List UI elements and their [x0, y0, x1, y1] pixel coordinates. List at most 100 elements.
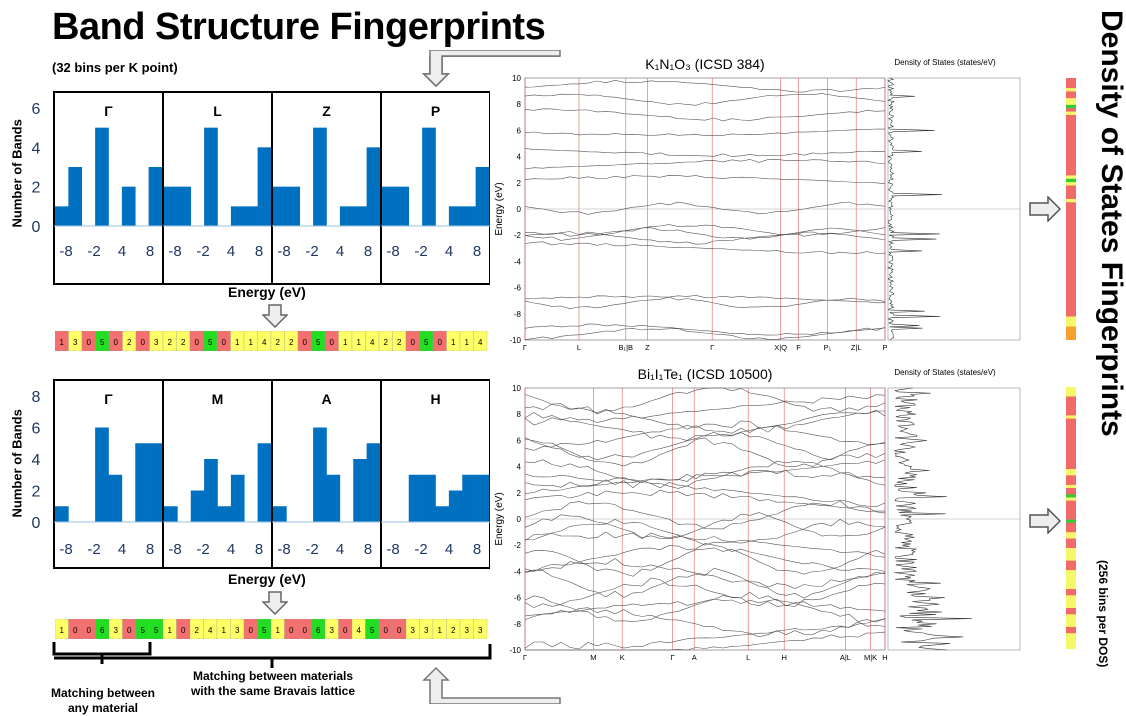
- fingerprint-cell: [473, 619, 488, 639]
- y-tick-label: 2: [32, 484, 41, 501]
- x-tick-label: -8: [59, 541, 72, 558]
- kpoint-box: [380, 91, 490, 285]
- kpoint-label: P: [431, 103, 440, 119]
- fingerprint-value: 4: [478, 338, 483, 347]
- dos-fingerprint-cell: [1066, 418, 1076, 470]
- fingerprint-value: 0: [181, 626, 186, 635]
- band-curve: [524, 174, 886, 185]
- dos-fingerprint-cell: [1066, 185, 1076, 200]
- histogram-bar: [448, 206, 463, 226]
- fingerprint-value: 3: [114, 626, 119, 635]
- band-curve: [524, 500, 886, 530]
- fingerprint-value: 4: [357, 626, 362, 635]
- histogram-bar: [108, 474, 123, 522]
- dos-fingerprint-cell: [1066, 91, 1076, 99]
- dos-fingerprint-cell: [1066, 104, 1076, 109]
- dos-fingerprint-cell: [1066, 387, 1076, 397]
- band-curve: [524, 323, 886, 336]
- dos-fingerprint-cell: [1066, 78, 1076, 89]
- fingerprint-value: 1: [60, 626, 65, 635]
- kpath-label: Γ: [523, 343, 527, 352]
- histogram-bar: [475, 474, 490, 522]
- histogram-bar: [353, 459, 367, 522]
- dos-fingerprint-cell: [1066, 595, 1076, 609]
- band-y-tick: -4: [514, 257, 522, 266]
- fingerprint-value: 0: [87, 338, 92, 347]
- x-tick-label: -2: [414, 243, 427, 260]
- kpath-label: P: [882, 343, 887, 352]
- kpath-label: L: [746, 653, 750, 662]
- band-ylabel: Energy (eV): [494, 492, 505, 545]
- histogram-bar: [257, 147, 272, 226]
- fingerprint-value: 1: [343, 338, 348, 347]
- histogram-bar: [177, 186, 192, 226]
- fingerprint-value: 0: [411, 338, 416, 347]
- band-curve: [525, 224, 886, 237]
- fingerprint-value: 3: [411, 626, 416, 635]
- down-arrow-icon: [262, 304, 288, 328]
- fingerprint-value: 1: [438, 626, 443, 635]
- fingerprint-value: 2: [384, 338, 389, 347]
- kpoint-label: H: [430, 391, 440, 407]
- histogram-bar: [462, 474, 476, 522]
- fingerprint-value: 1: [168, 626, 173, 635]
- histogram-bar: [95, 127, 109, 226]
- band-curve: [524, 607, 886, 638]
- histogram-bar: [55, 506, 69, 522]
- band-plot-title: K₁N₁O₃ (ICSD 384): [645, 56, 764, 72]
- dos-fingerprint-cell: [1066, 475, 1076, 486]
- dos-fingerprint-strip-1: [1066, 78, 1076, 340]
- fingerprint-value: 0: [249, 626, 254, 635]
- band-curve: [524, 621, 886, 650]
- band-y-tick: -2: [514, 231, 522, 240]
- fingerprint-value: 5: [141, 626, 146, 635]
- kpath-label: Z|L: [851, 343, 862, 352]
- x-tick-label: -2: [87, 541, 100, 558]
- kpath-label: Γ: [671, 653, 675, 662]
- kpath-label: Γ: [710, 343, 714, 352]
- x-tick-label: -2: [196, 243, 209, 260]
- page-subtitle: (32 bins per K point): [52, 60, 178, 75]
- band-curve: [524, 231, 886, 245]
- histogram-bar: [68, 167, 83, 226]
- band-curve: [524, 431, 886, 461]
- dos-fingerprint-cell: [1066, 198, 1076, 203]
- dos-fingerprint-cell: [1066, 484, 1076, 489]
- x-tick-label: 8: [364, 243, 372, 260]
- fingerprint-value: 1: [235, 338, 240, 347]
- fingerprint-value: 1: [276, 626, 281, 635]
- fingerprint-value: 0: [87, 626, 92, 635]
- histogram-bar: [95, 427, 109, 522]
- fingerprint-value: 6: [100, 626, 105, 635]
- histogram-bar: [326, 474, 341, 522]
- fingerprint-value: 4: [262, 338, 267, 347]
- x-tick-label: 8: [473, 243, 481, 260]
- band-curve: [524, 79, 886, 93]
- kpoint-label: Γ: [104, 391, 113, 407]
- match-bravais-label: Matching between materials with the same …: [190, 669, 356, 698]
- dos-title: Density of States (states/eV): [894, 368, 996, 377]
- kpath-label: A|L: [840, 653, 851, 662]
- dos-fingerprint-cell: [1066, 570, 1076, 590]
- kpath-label: Z: [645, 343, 650, 352]
- down-arrow-icon: [262, 591, 288, 615]
- band-curve: [524, 598, 886, 617]
- x-tick-label: 8: [473, 541, 481, 558]
- dos-fingerprint-cell: [1066, 519, 1076, 524]
- histogram-bar: [366, 443, 381, 522]
- band-curve: [524, 459, 886, 489]
- dos-curve: [887, 77, 943, 341]
- band-curve: [524, 409, 886, 441]
- kpath-label: M|K: [864, 653, 877, 662]
- fingerprint-value: 3: [154, 338, 159, 347]
- dos-fingerprint-cell: [1066, 326, 1076, 340]
- dos-fingerprint-cell: [1066, 547, 1076, 562]
- x-tick-label: -8: [277, 243, 290, 260]
- y-tick-label: 2: [32, 180, 41, 197]
- x-tick-label: -2: [305, 243, 318, 260]
- histogram-bar: [230, 474, 245, 522]
- band-y-tick: 4: [517, 153, 522, 162]
- band-curve: [524, 567, 886, 599]
- dos-fingerprint-cell: [1066, 532, 1076, 539]
- dos-fingerprint-cell: [1066, 614, 1076, 628]
